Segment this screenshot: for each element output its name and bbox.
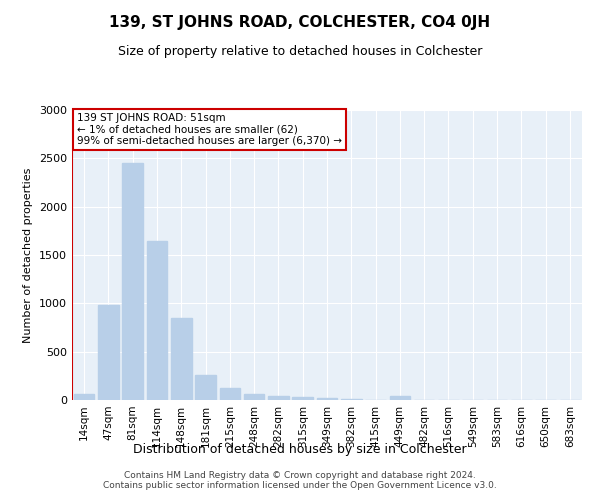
Text: 139, ST JOHNS ROAD, COLCHESTER, CO4 0JH: 139, ST JOHNS ROAD, COLCHESTER, CO4 0JH (109, 15, 491, 30)
Y-axis label: Number of detached properties: Number of detached properties (23, 168, 34, 342)
Bar (146, 240, 167, 400)
Bar (268, 396, 289, 400)
Bar (292, 396, 313, 400)
Text: 139 ST JOHNS ROAD: 51sqm
← 1% of detached houses are smaller (62)
99% of semi-de: 139 ST JOHNS ROAD: 51sqm ← 1% of detache… (77, 113, 342, 146)
Bar (244, 394, 265, 400)
Bar (74, 394, 94, 400)
Bar (220, 388, 240, 400)
Bar (317, 398, 337, 400)
Bar (171, 318, 191, 400)
Bar (98, 306, 119, 400)
Bar (195, 375, 216, 400)
Bar (122, 163, 143, 400)
Bar (389, 396, 410, 400)
Text: Size of property relative to detached houses in Colchester: Size of property relative to detached ho… (118, 45, 482, 58)
Bar (341, 399, 362, 400)
Text: Distribution of detached houses by size in Colchester: Distribution of detached houses by size … (133, 442, 467, 456)
Text: Contains HM Land Registry data © Crown copyright and database right 2024.
Contai: Contains HM Land Registry data © Crown c… (103, 470, 497, 490)
